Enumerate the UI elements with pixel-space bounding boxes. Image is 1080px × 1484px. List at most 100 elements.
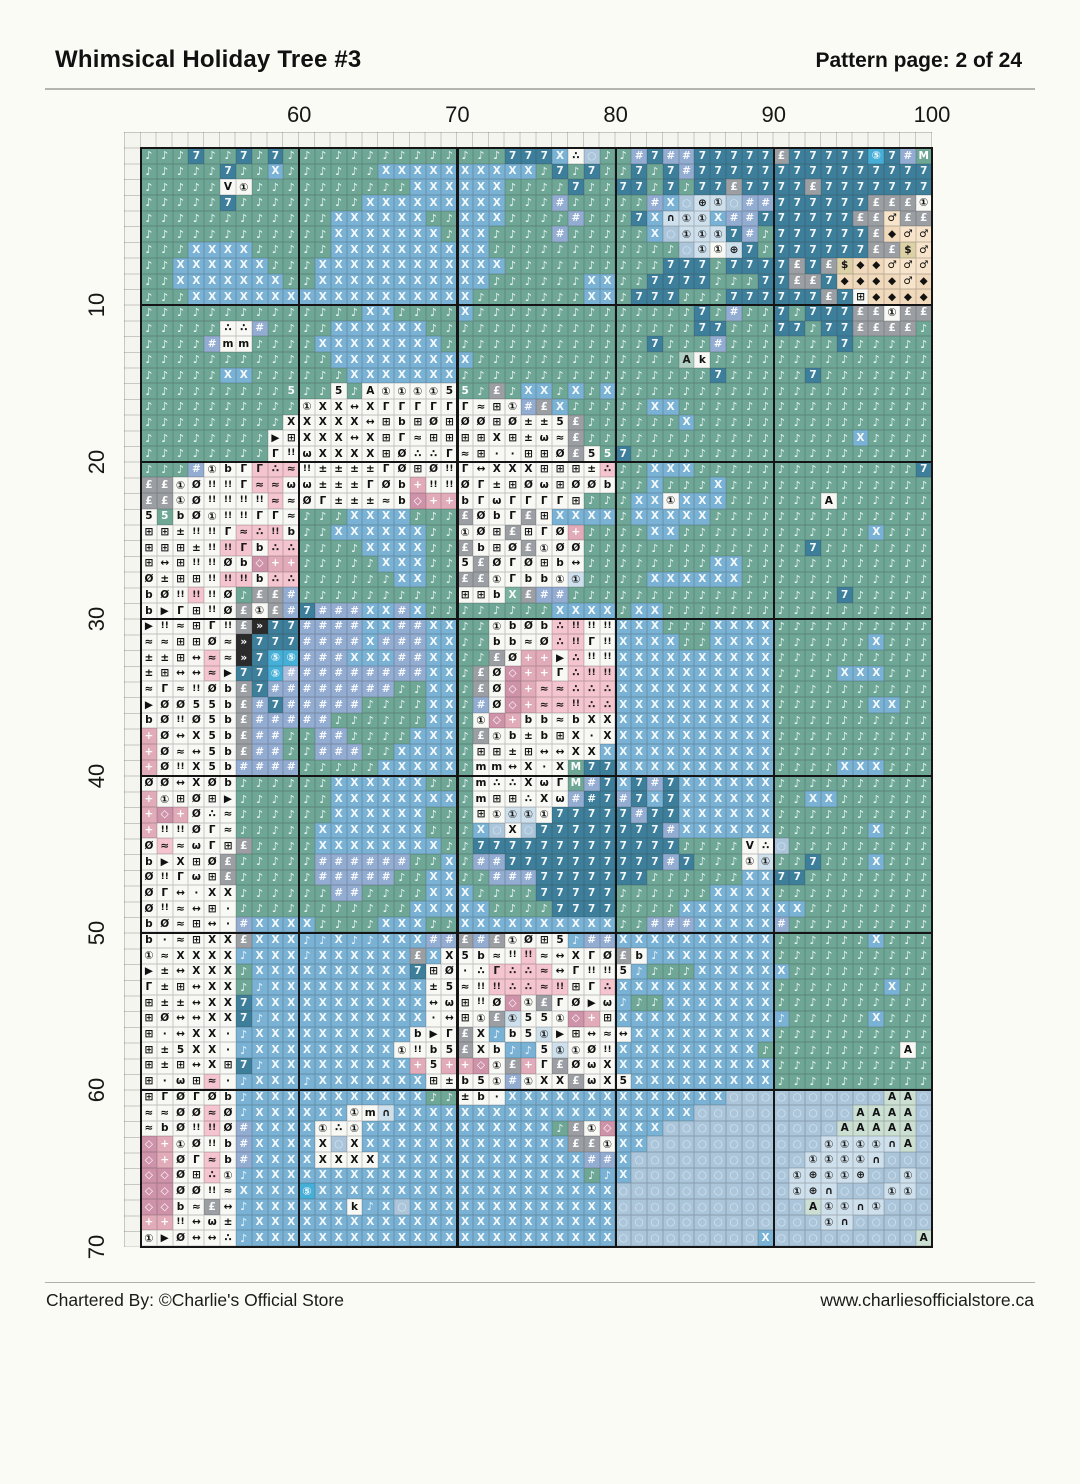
grid-cell: ♪ <box>726 446 742 462</box>
grid-cell: ♪ <box>235 869 252 886</box>
grid-cell: 5 <box>204 728 221 745</box>
grid-cell: X <box>362 257 379 274</box>
grid-cell: X <box>868 524 885 541</box>
grid-cell: X <box>694 697 711 713</box>
grid-cell: ○ <box>773 1214 790 1231</box>
grid-cell: ♂ <box>900 257 916 274</box>
grid-cell: ♪ <box>820 477 837 494</box>
grid-cell: X <box>583 744 600 760</box>
grid-cell: ± <box>330 461 347 478</box>
grid-cell: X <box>647 712 663 729</box>
grid-cell: V <box>741 838 758 854</box>
grid-cell: ♪ <box>773 430 790 447</box>
grid-cell: ♪ <box>836 1057 853 1074</box>
grid-cell: X <box>694 775 711 792</box>
grid-cell: X <box>251 1199 268 1215</box>
grid-cell: X <box>678 1026 695 1043</box>
grid-cell: Ø <box>188 822 205 839</box>
grid-cell: ① <box>900 1183 916 1200</box>
grid-cell: X <box>647 979 663 996</box>
grid-cell: 7 <box>552 885 568 901</box>
grid-cell: ♪ <box>741 524 758 541</box>
grid-cell: ♪ <box>504 195 521 211</box>
grid-cell: ♪ <box>647 304 663 321</box>
grid-cell: ♪ <box>504 1042 521 1058</box>
grid-cell: ♪ <box>473 320 489 337</box>
grid-cell: ♪ <box>299 508 315 525</box>
grid-cell: ♪ <box>820 901 837 917</box>
grid-cell: X <box>615 712 632 729</box>
grid-cell: ♪ <box>330 571 347 588</box>
grid-cell: ♪ <box>868 602 885 619</box>
grid-cell: # <box>346 869 363 886</box>
grid-cell: ♪ <box>900 728 916 745</box>
grid-cell: ω <box>599 995 616 1011</box>
grid-cell: X <box>330 242 347 258</box>
grid-cell: X <box>235 242 252 258</box>
grid-cell: X <box>520 1136 537 1152</box>
grid-cell: ♪ <box>836 963 853 980</box>
grid-cell: ♪ <box>314 540 331 556</box>
grid-cell: ♪ <box>900 540 916 556</box>
grid-cell: ♪ <box>773 791 790 807</box>
grid-cell: ♪ <box>631 257 647 274</box>
grid-cell: Ø <box>204 1089 221 1105</box>
grid-cell: ♪ <box>773 712 790 729</box>
grid-cell: ♪ <box>409 148 426 164</box>
grid-cell: · <box>220 916 236 933</box>
grid-cell: ♪ <box>204 383 221 399</box>
grid-cell: ♪ <box>172 163 189 180</box>
grid-cell: ∴ <box>599 461 616 478</box>
grid-cell: 7 <box>631 822 647 839</box>
grid-cell: ♪ <box>647 869 663 886</box>
grid-cell: 5 <box>599 446 616 462</box>
grid-cell: ♪ <box>805 885 821 901</box>
grid-cell: # <box>283 587 300 603</box>
grid-cell: ♪ <box>362 901 379 917</box>
grid-cell: ⊞ <box>520 744 537 760</box>
grid-cell: ♪ <box>915 838 932 854</box>
grid-cell: ⊞ <box>172 540 189 556</box>
grid-cell: X <box>694 901 711 917</box>
grid-cell: ○ <box>884 1230 900 1247</box>
grid-cell: ≈ <box>552 712 568 729</box>
grid-cell: A <box>900 1136 916 1152</box>
grid-cell: Γ <box>552 775 568 792</box>
grid-cell: ∴ <box>599 979 616 996</box>
grid-cell: 7 <box>583 759 600 776</box>
grid-cell: ∴ <box>504 979 521 996</box>
grid-cell: ♪ <box>789 744 806 760</box>
grid-cell: ♪ <box>362 571 379 588</box>
grid-cell: X <box>204 932 221 949</box>
grid-cell: X <box>536 1199 553 1215</box>
grid-cell: + <box>172 806 189 823</box>
grid-cell: £ <box>457 540 474 556</box>
grid-cell: · <box>583 728 600 745</box>
grid-cell: ± <box>156 979 173 996</box>
grid-cell: ♪ <box>251 304 268 321</box>
grid-cell: ♪ <box>473 634 489 650</box>
grid-cell: X <box>362 351 379 368</box>
grid-cell: X <box>362 1214 379 1231</box>
grid-cell: ⑤ <box>283 650 300 666</box>
grid-cell: ♪ <box>789 430 806 447</box>
grid-cell: ♪ <box>394 728 410 745</box>
grid-cell: X <box>362 1073 379 1090</box>
grid-cell: ♪ <box>836 995 853 1011</box>
grid-cell: ♪ <box>900 477 916 494</box>
grid-cell: X <box>552 916 568 933</box>
grid-cell: ♪ <box>820 336 837 352</box>
grid-cell: ♪ <box>188 446 205 462</box>
grid-cell: X <box>378 289 394 305</box>
grid-cell: 7 <box>662 791 679 807</box>
grid-cell: X <box>694 571 711 588</box>
grid-cell: X <box>346 1136 363 1152</box>
grid-cell: ♪ <box>710 289 727 305</box>
grid-cell: ♪ <box>283 822 300 839</box>
grid-cell: X <box>251 932 268 949</box>
grid-cell: X <box>267 1042 284 1058</box>
grid-cell: ♪ <box>710 587 727 603</box>
grid-cell: ♪ <box>314 304 331 321</box>
grid-cell: X <box>441 948 458 964</box>
grid-cell: X <box>647 1026 663 1043</box>
